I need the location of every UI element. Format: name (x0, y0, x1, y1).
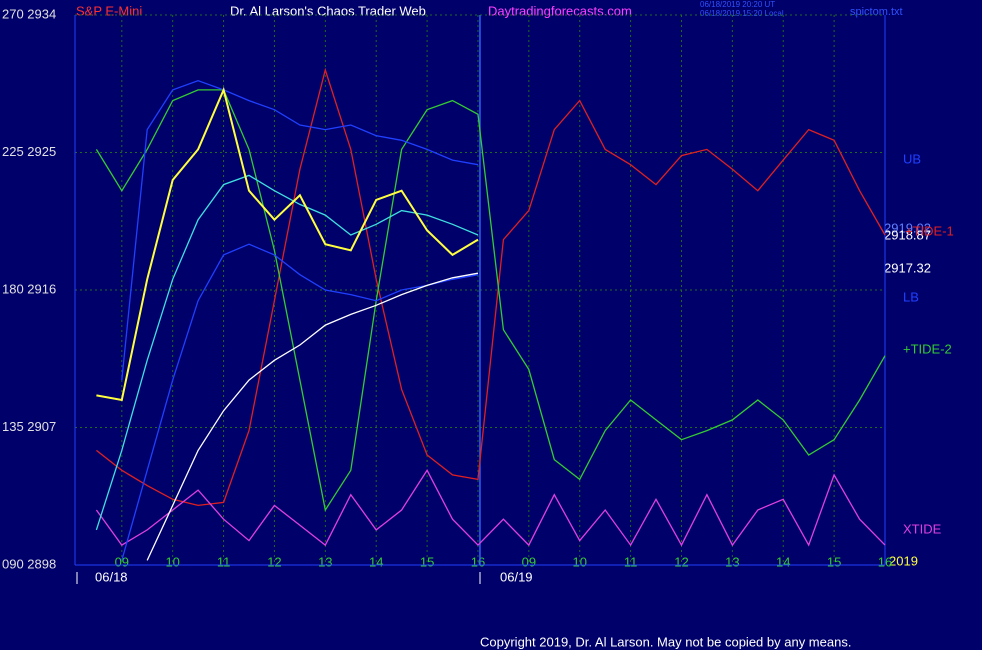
chart-title: Dr. Al Larson's Chaos Trader Web (230, 3, 426, 18)
series-line (121, 243, 479, 561)
series-line (146, 272, 479, 561)
file-name: spictom.txt (850, 6, 903, 18)
series-label: LB (903, 289, 919, 304)
timestamp: 06/18/2019 15:20 Local (700, 9, 784, 18)
series-label: UB (903, 151, 921, 166)
y-tick-label: 180 2916 (2, 281, 56, 296)
value-label: 2917.32 (884, 260, 931, 275)
series-line (95, 174, 479, 531)
year: 2019 (889, 553, 918, 568)
series-line (95, 89, 886, 512)
series-line (121, 80, 479, 381)
series-line (95, 67, 886, 507)
date-label: 06/18 (95, 569, 128, 584)
value-label: 2918.87 (884, 227, 931, 242)
series-line (96, 86, 479, 402)
series-label: XTIDE (903, 521, 942, 536)
timestamp: 06/18/2019 20:20 UT (700, 0, 775, 9)
series-label: +TIDE-2 (903, 341, 952, 356)
y-tick-label: 225 2925 (2, 144, 56, 159)
y-tick-label: 135 2907 (2, 419, 56, 434)
symbol: S&P E-Mini (76, 3, 142, 18)
date-label: 06/19 (500, 569, 533, 584)
value-label: 2919.02 (884, 220, 931, 235)
site: Daytradingforecasts.com (488, 3, 632, 18)
series-line (95, 469, 886, 547)
y-tick-label: 270 2934 (2, 6, 56, 21)
copyright: Copyright 2019, Dr. Al Larson. May not b… (480, 634, 851, 649)
series-label: +TIDE-1 (905, 223, 954, 238)
y-tick-label: 090 2898 (2, 556, 56, 571)
